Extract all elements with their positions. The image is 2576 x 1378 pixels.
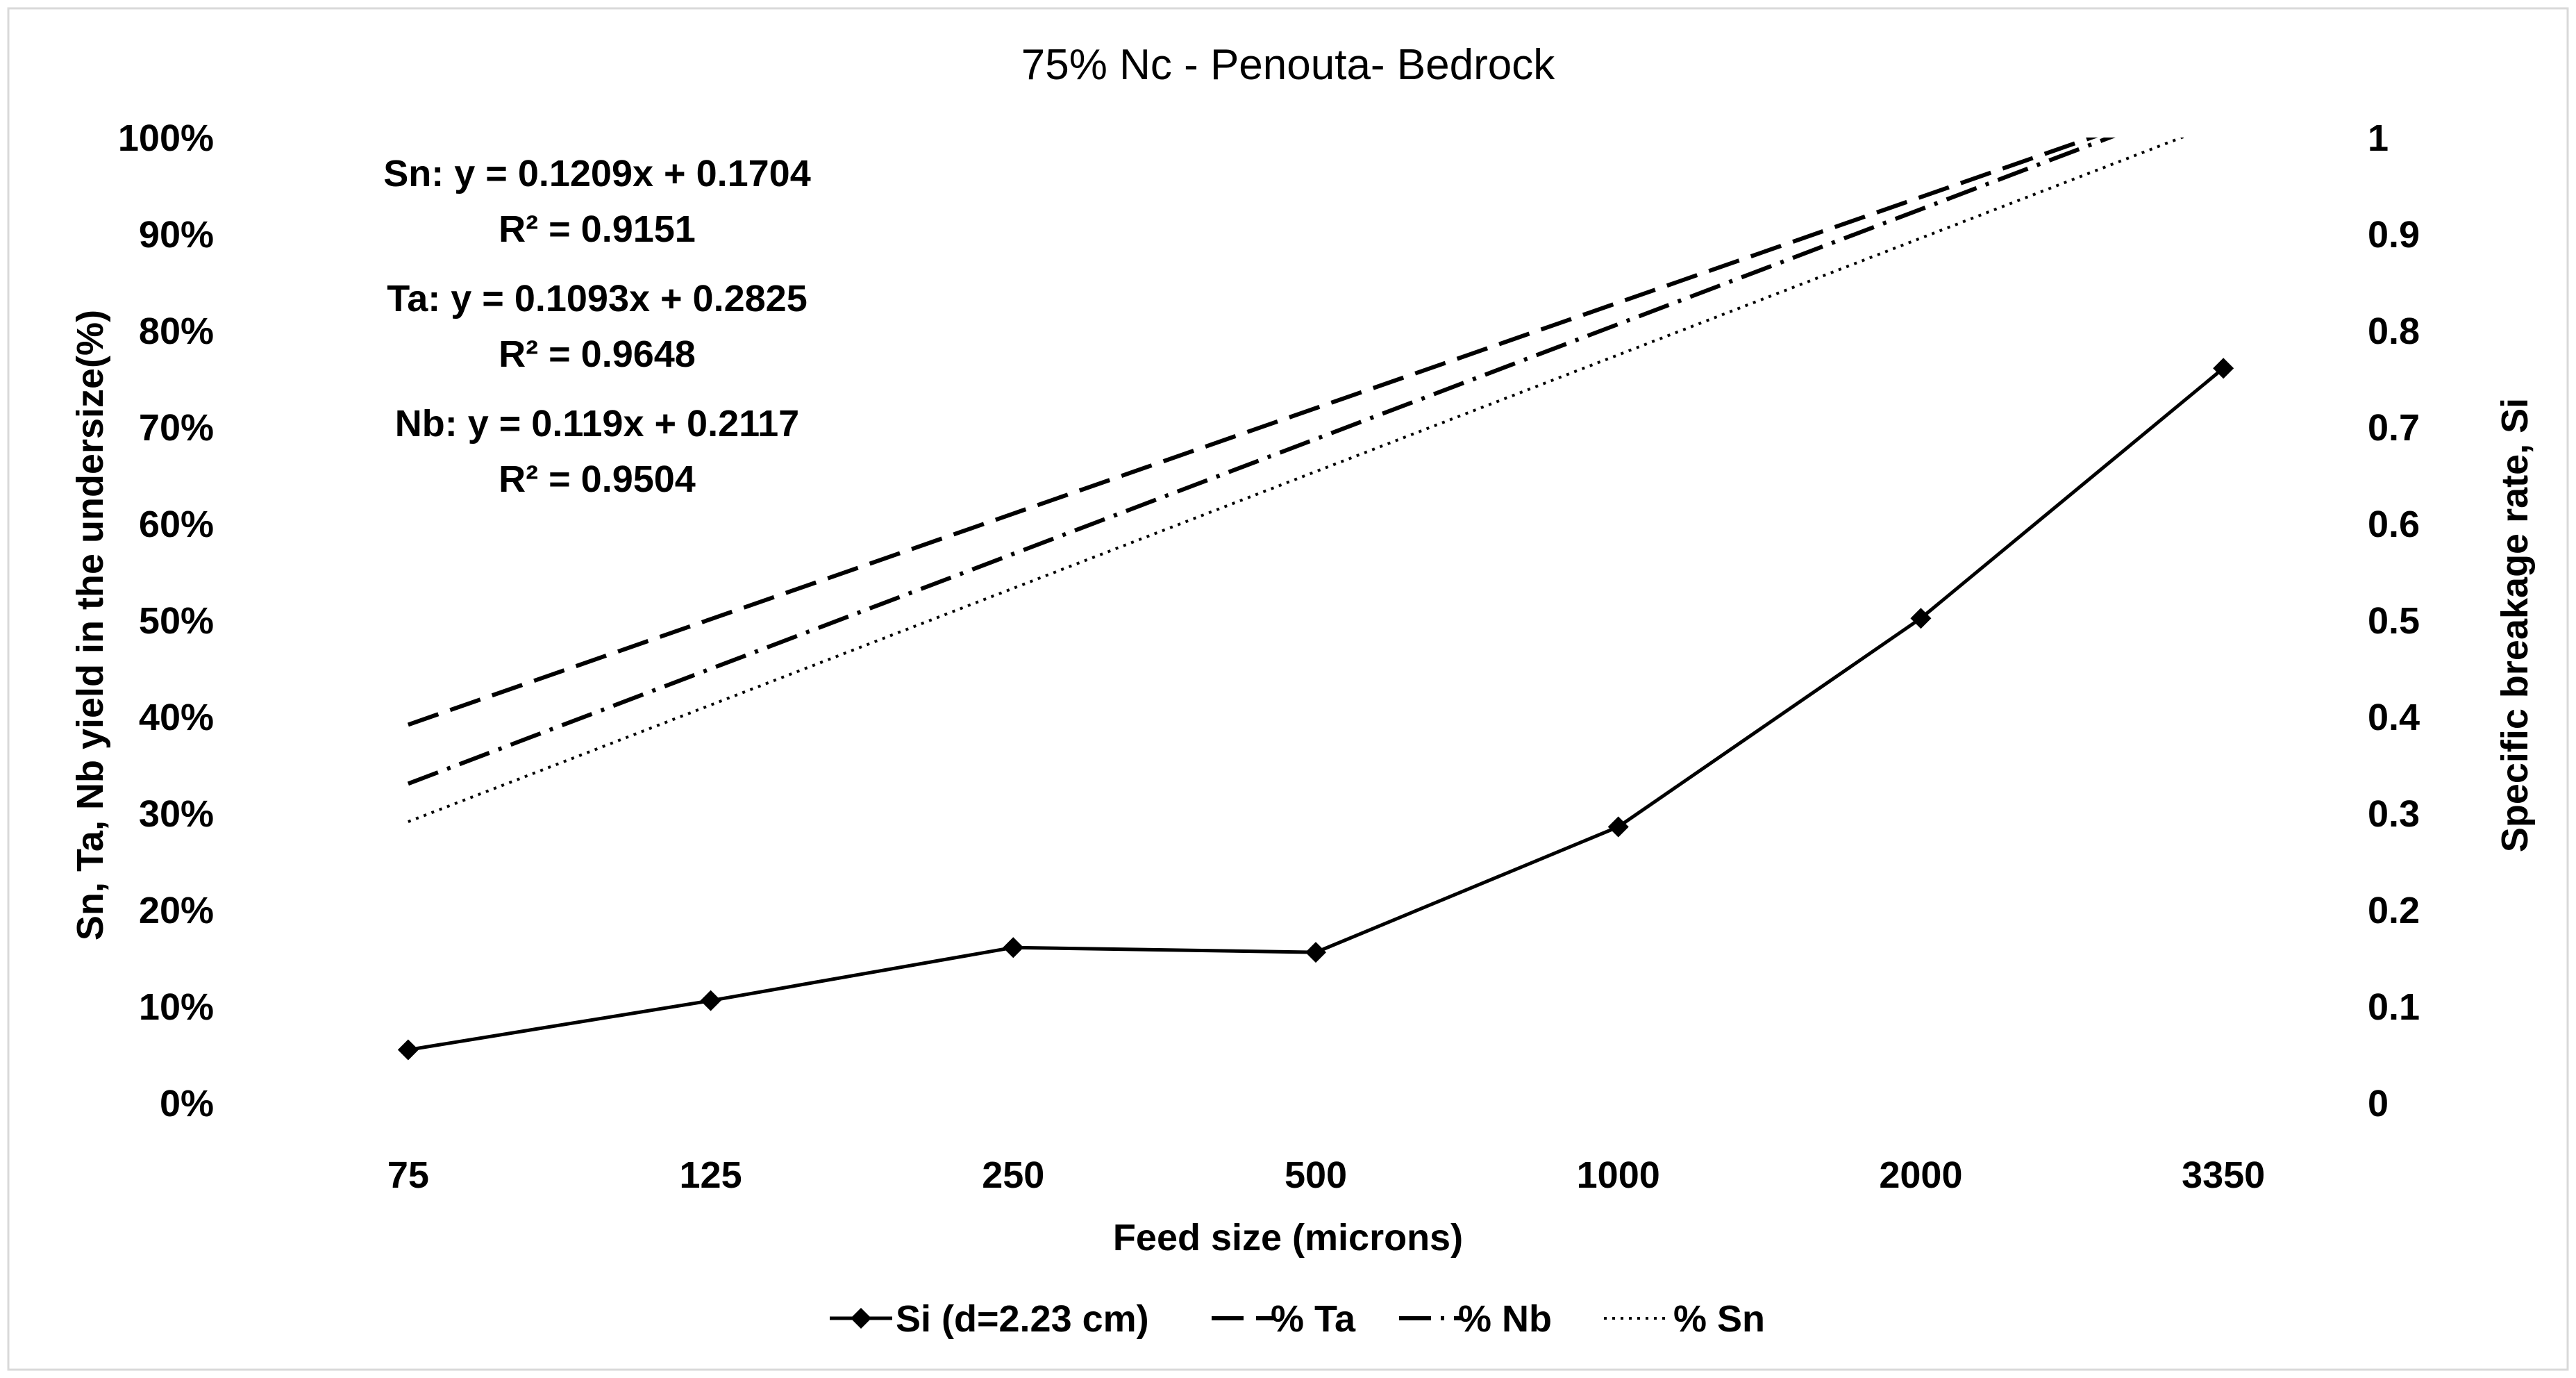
y-left-tick-label: 60% [139, 504, 214, 545]
x-tick-label: 1000 [1577, 1154, 1660, 1196]
x-ticks: 75 125 250 500 1000 2000 3350 [387, 1154, 2265, 1196]
y-right-tick-label: 0.2 [2368, 890, 2420, 931]
y-right-tick-label: 0.4 [2368, 697, 2420, 738]
series-point-sidcm [1607, 816, 1629, 838]
chart-title: 75% Nc - Penouta- Bedrock [1021, 41, 1555, 89]
y-right-tick-label: 0.9 [2368, 214, 2420, 256]
legend-label-si: Si (d=2.23 cm) [896, 1298, 1149, 1340]
annotation-ta-r2: R² = 0.9648 [499, 333, 696, 375]
x-tick-label: 75 [387, 1154, 429, 1196]
annotation-ta-equation: Ta: y = 0.1093x + 0.2825 [387, 278, 807, 319]
y-left-tick-label: 0% [160, 1083, 214, 1124]
legend: Si (d=2.23 cm) % Ta % Nb % Sn [830, 1298, 1765, 1340]
chart-border [7, 7, 2569, 1371]
legend-item-sn: % Sn [1604, 1298, 1765, 1340]
legend-item-ta: % Ta [1212, 1298, 1356, 1340]
y-right-tick-label: 0 [2368, 1083, 2389, 1124]
legend-item-nb: % Nb [1399, 1298, 1552, 1340]
x-tick-label: 2000 [1879, 1154, 1962, 1196]
y-right-axis-label: Specific breakage rate, Si [2494, 398, 2536, 852]
series-layer [397, 138, 2234, 1061]
y-left-tick-label: 90% [139, 214, 214, 256]
series-point-sidcm [1910, 608, 1932, 629]
x-tick-label: 125 [680, 1154, 742, 1196]
y-left-tick-label: 100% [118, 117, 214, 159]
legend-label-sn: % Sn [1673, 1298, 1765, 1340]
y-left-tick-label: 40% [139, 697, 214, 738]
legend-swatch-si-marker [851, 1308, 871, 1329]
y-right-tick-label: 1 [2368, 117, 2389, 159]
y-left-axis-label: Sn, Ta, Nb yield in the undersize(%) [69, 310, 111, 940]
series-trendline-ta [407, 138, 2098, 727]
y-left-tick-label: 70% [139, 407, 214, 449]
y-right-tick-label: 0.1 [2368, 986, 2420, 1028]
x-tick-label: 3350 [2182, 1154, 2265, 1196]
series-point-sidcm [1003, 937, 1024, 958]
x-tick-label: 250 [982, 1154, 1044, 1196]
y-right-tick-label: 0.3 [2368, 793, 2420, 835]
y-left-tick-label: 10% [139, 986, 214, 1028]
y-right-tick-label: 0.5 [2368, 600, 2420, 642]
series-trendline-nb [407, 138, 2116, 786]
annotation-nb-equation: Nb: y = 0.119x + 0.2117 [395, 403, 799, 445]
annotation-sn-equation: Sn: y = 0.1209x + 0.1704 [383, 153, 810, 194]
y-left-tick-label: 30% [139, 793, 214, 835]
legend-label-nb: % Nb [1458, 1298, 1552, 1340]
y-right-tick-label: 0.8 [2368, 310, 2420, 352]
series-point-sidcm [397, 1039, 419, 1061]
y-left-ticks: 0% 10% 20% 30% 40% 50% 60% 70% 80% 90% 100% [118, 117, 214, 1124]
annotation-nb-r2: R² = 0.9504 [499, 458, 696, 500]
y-right-tick-label: 0.7 [2368, 407, 2420, 449]
y-left-tick-label: 80% [139, 310, 214, 352]
legend-item-si: Si (d=2.23 cm) [830, 1298, 1149, 1340]
annotation-sn-r2: R² = 0.9151 [499, 208, 696, 250]
series-point-sidcm [700, 990, 721, 1011]
regression-annotations: Sn: y = 0.1209x + 0.1704 R² = 0.9151 Ta:… [383, 153, 810, 500]
legend-label-ta: % Ta [1271, 1298, 1356, 1340]
x-tick-label: 500 [1285, 1154, 1347, 1196]
y-right-ticks: 0 0.1 0.2 0.3 0.4 0.5 0.6 0.7 0.8 0.9 1 [2368, 117, 2420, 1124]
y-left-tick-label: 20% [139, 890, 214, 931]
series-point-sidcm [2213, 358, 2234, 379]
series-point-sidcm [1305, 942, 1326, 963]
y-right-tick-label: 0.6 [2368, 504, 2420, 545]
y-left-tick-label: 50% [139, 600, 214, 642]
x-axis-label: Feed size (microns) [1113, 1217, 1463, 1259]
